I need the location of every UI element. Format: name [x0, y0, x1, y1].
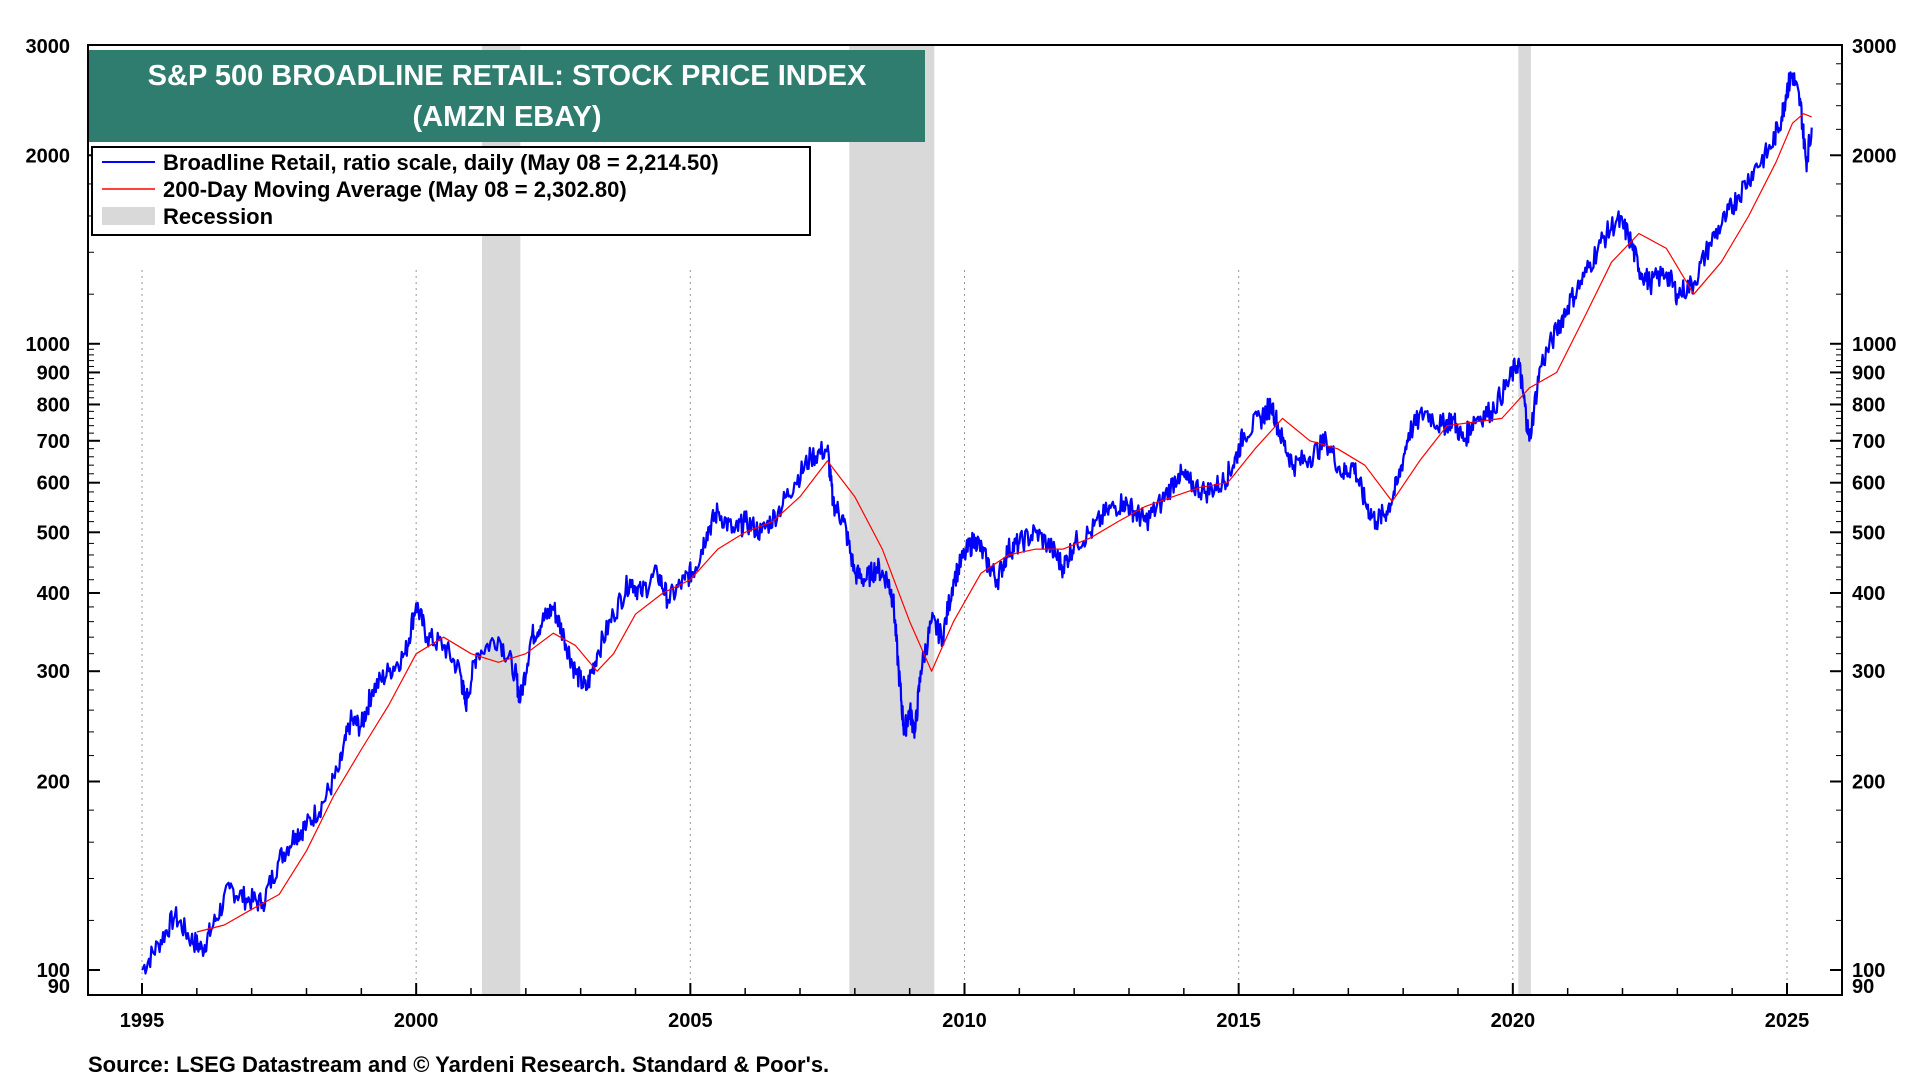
- y-tick-label-left-400: 400: [37, 583, 70, 605]
- legend-recession-swatch: [102, 207, 155, 225]
- y-tick-label-right-2000: 2000: [1852, 145, 1897, 167]
- series-layer: [141, 71, 1813, 975]
- y-tick-label-right-100: 100: [1852, 960, 1885, 982]
- y-tick-label-left-800: 800: [37, 394, 70, 416]
- y-tick-label-left-100: 100: [37, 960, 70, 982]
- y-tick-label-right-600: 600: [1852, 473, 1885, 495]
- y-tick-label-right-400: 400: [1852, 583, 1885, 605]
- chart-title-line2: (AMZN EBAY): [412, 101, 601, 133]
- x-tick-label-1995: 1995: [120, 1010, 165, 1032]
- title-box: [89, 50, 925, 142]
- y-tick-label-right-90: 90: [1852, 976, 1874, 998]
- y-tick-label-right-200: 200: [1852, 771, 1885, 793]
- x-tick-label-2010: 2010: [942, 1010, 987, 1032]
- y-tick-label-left-600: 600: [37, 473, 70, 495]
- y-tick-label-right-3000: 3000: [1852, 36, 1897, 58]
- y-tick-label-left-900: 900: [37, 362, 70, 384]
- y-tick-label-left-2000: 2000: [26, 145, 71, 167]
- x-tick-label-2025: 2025: [1765, 1010, 1810, 1032]
- y-tick-label-right-300: 300: [1852, 661, 1885, 683]
- legend-series-label: Broadline Retail, ratio scale, daily (Ma…: [163, 150, 719, 175]
- y-tick-label-right-700: 700: [1852, 431, 1885, 453]
- y-tick-label-right-900: 900: [1852, 362, 1885, 384]
- series-line-200-day-ma: [196, 113, 1812, 933]
- recession-band-1: [849, 46, 935, 994]
- legend-box: [91, 146, 811, 236]
- y-tick-label-left-3000: 3000: [26, 36, 71, 58]
- y-tick-label-left-200: 200: [37, 771, 70, 793]
- y-tick-label-right-500: 500: [1852, 522, 1885, 544]
- source-note: Source: LSEG Datastream and © Yardeni Re…: [88, 1052, 829, 1077]
- chart-title-line1: S&P 500 BROADLINE RETAIL: STOCK PRICE IN…: [148, 60, 867, 92]
- legend-ma-label: 200-Day Moving Average (May 08 = 2,302.8…: [163, 177, 627, 202]
- y-tick-label-left-500: 500: [37, 522, 70, 544]
- y-tick-label-left-1000: 1000: [26, 334, 71, 356]
- recession-band-2: [1518, 46, 1531, 994]
- series-line-broadline-retail: [141, 71, 1813, 975]
- x-tick-label-2005: 2005: [668, 1010, 713, 1032]
- y-tick-label-left-300: 300: [37, 661, 70, 683]
- y-tick-label-left-90: 90: [48, 976, 70, 998]
- y-tick-label-right-800: 800: [1852, 394, 1885, 416]
- x-tick-label-2020: 2020: [1491, 1010, 1536, 1032]
- x-tick-label-2000: 2000: [394, 1010, 439, 1032]
- y-tick-label-left-700: 700: [37, 431, 70, 453]
- legend-recession-label: Recession: [163, 204, 273, 229]
- x-tick-label-2015: 2015: [1216, 1010, 1261, 1032]
- y-tick-label-right-1000: 1000: [1852, 334, 1897, 356]
